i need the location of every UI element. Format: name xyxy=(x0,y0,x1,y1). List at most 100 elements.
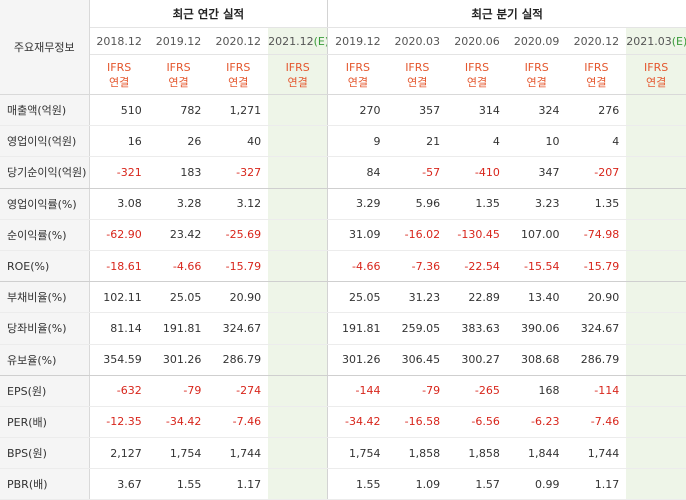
quarter-value-cell: 191.81 xyxy=(327,312,388,345)
table-row: 당좌비율(%) 81.14 191.81 324.67 191.81 259.05 383.… xyxy=(0,312,686,345)
annual-value-cell: -327 xyxy=(208,156,269,189)
quarter-value-cell: -16.02 xyxy=(387,219,448,251)
quarter-value-cell xyxy=(626,125,686,158)
quarter-value-cell: 383.63 xyxy=(447,312,507,345)
ifrs-consolidated-badge: IFRS 연결 xyxy=(566,54,627,95)
ifrs-label: IFRS xyxy=(166,60,191,74)
ifrs-label: IFRS xyxy=(644,60,669,74)
quarter-value-cell: 301.26 xyxy=(327,344,388,376)
consolidated-label: 연결 xyxy=(108,75,130,89)
annual-period-label: 2020.12 xyxy=(215,34,261,48)
quarter-value-cell: -22.54 xyxy=(447,250,507,283)
quarter-value-cell: 3.29 xyxy=(327,188,388,220)
consolidated-label: 연결 xyxy=(466,75,488,89)
quarter-period-label: 2020.12 xyxy=(573,34,620,48)
quarter-value-cell: 1,844 xyxy=(506,437,567,470)
annual-value-cell: 81.14 xyxy=(89,312,149,345)
quarter-value-cell: -4.66 xyxy=(327,250,388,283)
quarter-value-cell xyxy=(626,375,686,407)
row-label: ROE(%) xyxy=(0,250,90,283)
annual-value-cell: 1,271 xyxy=(208,94,269,127)
row-label: 부채비율(%) xyxy=(0,281,90,314)
annual-period-label: 2021.12 xyxy=(268,34,314,48)
ifrs-consolidated-badge: IFRS 연결 xyxy=(208,54,269,95)
quarter-value-cell: -6.23 xyxy=(506,406,567,439)
quarter-value-cell xyxy=(626,219,686,251)
quarter-value-cell: 3.23 xyxy=(506,188,567,220)
annual-value-cell: -321 xyxy=(89,156,149,189)
annual-value-cell: -15.79 xyxy=(208,250,269,283)
table-row: 당기순이익(억원) -321 183 -327 84 -57 -410 347 -207 xyxy=(0,156,686,189)
quarter-value-cell: 324.67 xyxy=(566,312,627,345)
quarter-period-header: 2020.03 xyxy=(387,27,448,55)
quarter-value-cell: -79 xyxy=(387,375,448,407)
quarter-period-header: 2020.12 xyxy=(566,27,627,55)
quarter-value-cell: -7.36 xyxy=(387,250,448,283)
ifrs-consolidated-badge: IFRS 연결 xyxy=(89,54,149,95)
table-row: 영업이익(억원) 16 26 40 9 21 4 10 4 xyxy=(0,125,686,158)
annual-value-cell: -18.61 xyxy=(89,250,149,283)
quarter-value-cell xyxy=(626,437,686,470)
quarter-period-header: 2020.06 xyxy=(447,27,507,55)
annual-value-cell: 102.11 xyxy=(89,281,149,314)
annual-value-cell xyxy=(268,312,328,345)
quarter-value-cell: -15.54 xyxy=(506,250,567,283)
annual-value-cell: 191.81 xyxy=(148,312,209,345)
quarter-section-title: 최근 분기 실적 xyxy=(327,0,686,28)
ifrs-label: IFRS xyxy=(524,60,549,74)
quarter-value-cell: 168 xyxy=(506,375,567,407)
quarter-value-cell: 4 xyxy=(566,125,627,158)
quarter-value-cell xyxy=(626,344,686,376)
annual-value-cell xyxy=(268,468,328,500)
quarter-value-cell: 270 xyxy=(327,94,388,127)
annual-value-cell: -34.42 xyxy=(148,406,209,439)
annual-value-cell xyxy=(268,375,328,407)
annual-value-cell: 782 xyxy=(148,94,209,127)
quarter-value-cell: -16.58 xyxy=(387,406,448,439)
quarter-value-cell xyxy=(626,281,686,314)
annual-value-cell: 26 xyxy=(148,125,209,158)
quarter-period-label: 2019.12 xyxy=(335,34,381,48)
quarter-value-cell: 286.79 xyxy=(566,344,627,376)
quarter-value-cell: -6.56 xyxy=(447,406,507,439)
annual-period-header: 2018.12 xyxy=(89,27,149,55)
quarter-value-cell: 357 xyxy=(387,94,448,127)
quarter-value-cell: 31.09 xyxy=(327,219,388,251)
annual-value-cell: 2,127 xyxy=(89,437,149,470)
quarter-value-cell: 1.55 xyxy=(327,468,388,500)
ifrs-consolidated-badge: IFRS 연결 xyxy=(148,54,209,95)
consolidated-label: 연결 xyxy=(645,75,667,89)
ifrs-consolidated-badge: IFRS 연결 xyxy=(327,54,388,95)
quarter-value-cell: 259.05 xyxy=(387,312,448,345)
row-label: 유보율(%) xyxy=(0,344,90,376)
annual-value-cell: -4.66 xyxy=(148,250,209,283)
ifrs-label: IFRS xyxy=(226,60,251,74)
annual-value-cell: 183 xyxy=(148,156,209,189)
quarter-period-label: 2021.03 xyxy=(626,34,672,48)
quarter-value-cell: -7.46 xyxy=(566,406,627,439)
quarter-value-cell: 347 xyxy=(506,156,567,189)
annual-value-cell xyxy=(268,188,328,220)
quarter-value-cell: 300.27 xyxy=(447,344,507,376)
ifrs-label: IFRS xyxy=(285,60,310,74)
ifrs-label: IFRS xyxy=(345,60,370,74)
label-column-header: 주요재무정보 xyxy=(0,0,90,95)
table-row: 매출액(억원) 510 782 1,271 270 357 314 324 276 xyxy=(0,94,686,127)
consolidated-label: 연결 xyxy=(287,75,308,89)
row-label: 매출액(억원) xyxy=(0,94,90,127)
quarter-value-cell xyxy=(626,94,686,127)
table-row: PBR(배) 3.67 1.55 1.17 1.55 1.09 1.57 0.99 1.17 xyxy=(0,468,686,500)
table-row: EPS(원) -632 -79 -274 -144 -79 -265 168 -114 xyxy=(0,375,686,407)
annual-value-cell: 3.67 xyxy=(89,468,149,500)
quarter-value-cell: 1,744 xyxy=(566,437,627,470)
row-label: 영업이익(억원) xyxy=(0,125,90,158)
quarter-value-cell: 10 xyxy=(506,125,567,158)
table-row: BPS(원) 2,127 1,754 1,744 1,754 1,858 1,858 1,84… xyxy=(0,437,686,470)
annual-section-title: 최근 연간 실적 xyxy=(89,0,328,28)
table-row: 유보율(%) 354.59 301.26 286.79 301.26 306.45 300.… xyxy=(0,344,686,376)
table-row: 영업이익률(%) 3.08 3.28 3.12 3.29 5.96 1.35 3.23 1.35 xyxy=(0,188,686,220)
annual-value-cell: -7.46 xyxy=(208,406,269,439)
quarter-value-cell: 5.96 xyxy=(387,188,448,220)
quarter-value-cell: 20.90 xyxy=(566,281,627,314)
